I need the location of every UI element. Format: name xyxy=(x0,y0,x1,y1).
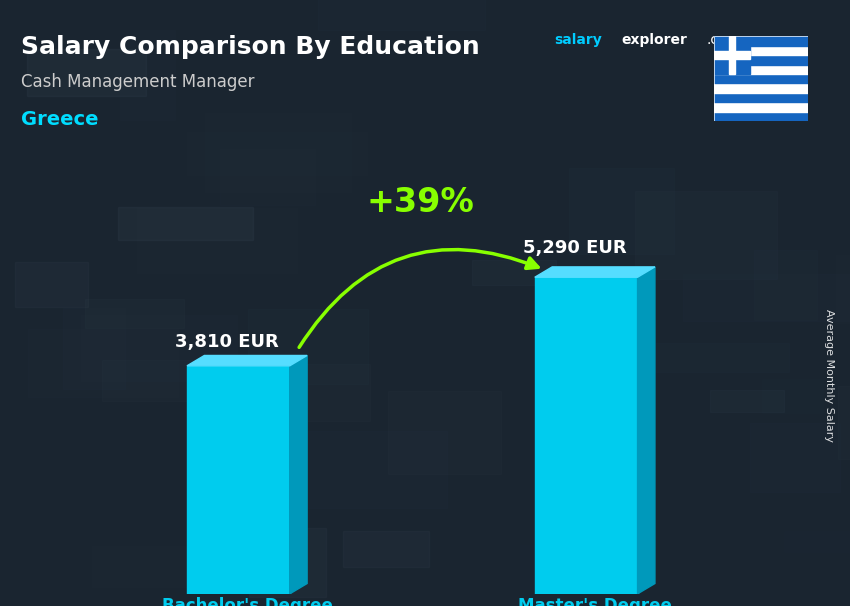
Polygon shape xyxy=(290,356,307,594)
Text: 5,290 EUR: 5,290 EUR xyxy=(523,239,626,257)
Text: .com: .com xyxy=(706,33,740,47)
Text: Average Monthly Salary: Average Monthly Salary xyxy=(824,309,834,442)
Bar xyxy=(754,250,817,320)
Bar xyxy=(249,528,326,598)
Bar xyxy=(520,545,566,602)
Bar xyxy=(714,65,808,74)
Bar xyxy=(807,0,850,21)
Bar xyxy=(102,360,304,401)
Bar xyxy=(635,190,778,279)
Bar xyxy=(118,207,252,240)
Polygon shape xyxy=(187,366,290,594)
Text: Cash Management Manager: Cash Management Manager xyxy=(21,73,254,91)
Text: 3,810 EUR: 3,810 EUR xyxy=(175,333,279,351)
Text: Greece: Greece xyxy=(21,110,99,129)
Polygon shape xyxy=(187,356,307,366)
Bar xyxy=(343,530,429,567)
Bar xyxy=(201,381,250,451)
Bar xyxy=(92,546,242,587)
Polygon shape xyxy=(535,267,655,278)
Bar xyxy=(15,262,88,307)
Bar xyxy=(714,55,808,65)
Bar xyxy=(120,30,175,120)
Bar xyxy=(187,132,367,175)
Bar xyxy=(838,386,850,459)
Bar xyxy=(300,364,371,421)
Bar xyxy=(824,70,850,102)
Bar xyxy=(714,112,808,121)
Bar xyxy=(81,315,237,381)
Text: +39%: +39% xyxy=(366,186,474,219)
Bar xyxy=(256,371,304,433)
Bar xyxy=(714,46,808,55)
Bar xyxy=(836,256,850,323)
Polygon shape xyxy=(638,267,655,594)
Bar xyxy=(28,329,178,397)
Bar xyxy=(248,308,368,384)
Bar xyxy=(714,102,808,112)
Bar xyxy=(784,531,850,553)
Bar xyxy=(683,274,850,321)
Text: Master's Degree: Master's Degree xyxy=(518,597,672,606)
Bar xyxy=(220,148,315,204)
Bar xyxy=(587,344,789,371)
Bar xyxy=(714,84,808,93)
Bar xyxy=(319,0,485,30)
Bar xyxy=(714,93,808,102)
Polygon shape xyxy=(535,278,638,594)
Text: Bachelor's Degree: Bachelor's Degree xyxy=(162,597,332,606)
Text: salary: salary xyxy=(554,33,603,47)
Bar xyxy=(137,208,297,273)
Text: Salary Comparison By Education: Salary Comparison By Education xyxy=(21,36,479,59)
Bar xyxy=(246,431,447,508)
Bar xyxy=(714,36,751,74)
Bar xyxy=(751,422,840,491)
Bar xyxy=(388,391,501,474)
Bar xyxy=(729,36,735,74)
Bar xyxy=(85,299,184,328)
Bar xyxy=(714,52,751,59)
Bar xyxy=(205,113,351,192)
Bar xyxy=(754,109,850,133)
Bar xyxy=(178,243,338,278)
Bar xyxy=(26,48,145,96)
Bar xyxy=(762,379,823,413)
Bar xyxy=(63,308,125,389)
Bar xyxy=(472,260,556,285)
Bar xyxy=(714,36,808,46)
Text: explorer: explorer xyxy=(621,33,688,47)
Bar xyxy=(569,167,674,254)
Bar xyxy=(714,74,808,84)
Bar xyxy=(710,390,785,411)
